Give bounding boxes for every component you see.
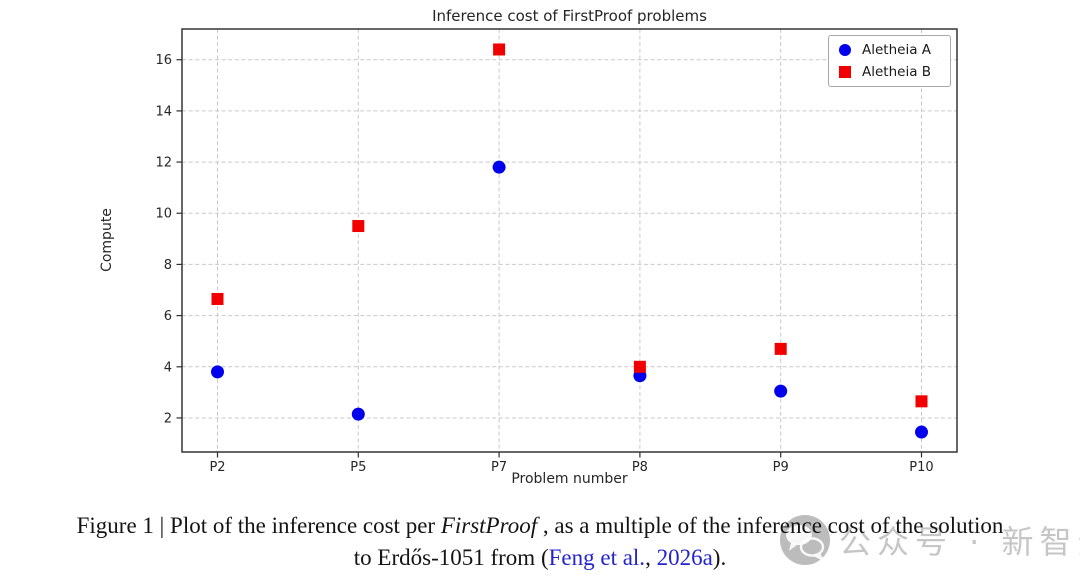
- caption-text: Figure 1 | Plot of the inference cost pe…: [76, 513, 441, 538]
- caption-line-2: to Erdős-1051 from (Feng et al., 2026a).: [0, 542, 1080, 574]
- x-tick-label: P9: [773, 460, 789, 475]
- legend-item-aletheia-a: Aletheia A: [839, 42, 940, 58]
- y-tick-label: 8: [164, 258, 172, 273]
- data-point-aletheia-a: [351, 407, 365, 421]
- y-tick-label: 14: [155, 104, 172, 119]
- x-tick-label: P2: [209, 460, 225, 475]
- y-axis-label: Compute: [99, 208, 115, 272]
- y-tick-label: 10: [155, 207, 172, 222]
- x-tick-label: P8: [632, 460, 648, 475]
- data-point-aletheia-b: [915, 395, 928, 408]
- caption-italic-term: FirstProof: [440, 513, 538, 538]
- data-point-aletheia-a: [211, 365, 224, 379]
- citation-authors-link[interactable]: Feng et al.: [548, 545, 646, 570]
- data-point-aletheia-a: [492, 160, 506, 174]
- square-marker-icon: [839, 66, 851, 78]
- citation-year-link[interactable]: 2026a: [656, 545, 713, 570]
- x-tick-label: P10: [909, 460, 933, 475]
- x-axis-label: Problem number: [511, 471, 628, 487]
- data-point-aletheia-a: [774, 384, 788, 398]
- data-point-aletheia-b: [774, 342, 787, 355]
- y-tick-label: 2: [164, 411, 172, 426]
- legend: Aletheia A Aletheia B: [828, 35, 951, 87]
- data-point-aletheia-b: [633, 360, 646, 373]
- legend-label-aletheia-a: Aletheia A: [862, 42, 931, 58]
- figure-caption: Figure 1 | Plot of the inference cost pe…: [0, 510, 1080, 574]
- caption-text: , as a multiple of the inference cost of…: [537, 513, 1004, 538]
- y-tick-label: 16: [155, 53, 172, 68]
- legend-label-aletheia-b: Aletheia B: [862, 64, 932, 80]
- chart-title: Inference cost of FirstProof problems: [432, 7, 707, 25]
- data-point-aletheia-a: [915, 425, 928, 439]
- y-tick-label: 12: [155, 156, 172, 171]
- circle-marker-icon: [839, 44, 851, 56]
- caption-text: ,: [645, 545, 657, 570]
- y-tick-label: 4: [164, 360, 172, 375]
- legend-item-aletheia-b: Aletheia B: [839, 64, 940, 80]
- plot-area: 2 4 6 8 10 12 14 16 P2 P5 P7 P8 P9 P10: [155, 28, 958, 475]
- data-point-aletheia-b: [352, 220, 365, 233]
- x-tick-label: P5: [350, 460, 366, 475]
- data-point-aletheia-b: [211, 292, 224, 305]
- data-point-aletheia-b: [493, 43, 506, 56]
- caption-text: to Erdős-1051 from (: [353, 545, 549, 570]
- x-tick-label: P7: [491, 460, 507, 475]
- caption-line-1: Figure 1 | Plot of the inference cost pe…: [0, 510, 1080, 542]
- caption-text: ).: [712, 545, 727, 570]
- plot-frame: [181, 28, 958, 453]
- y-tick-label: 6: [164, 309, 172, 324]
